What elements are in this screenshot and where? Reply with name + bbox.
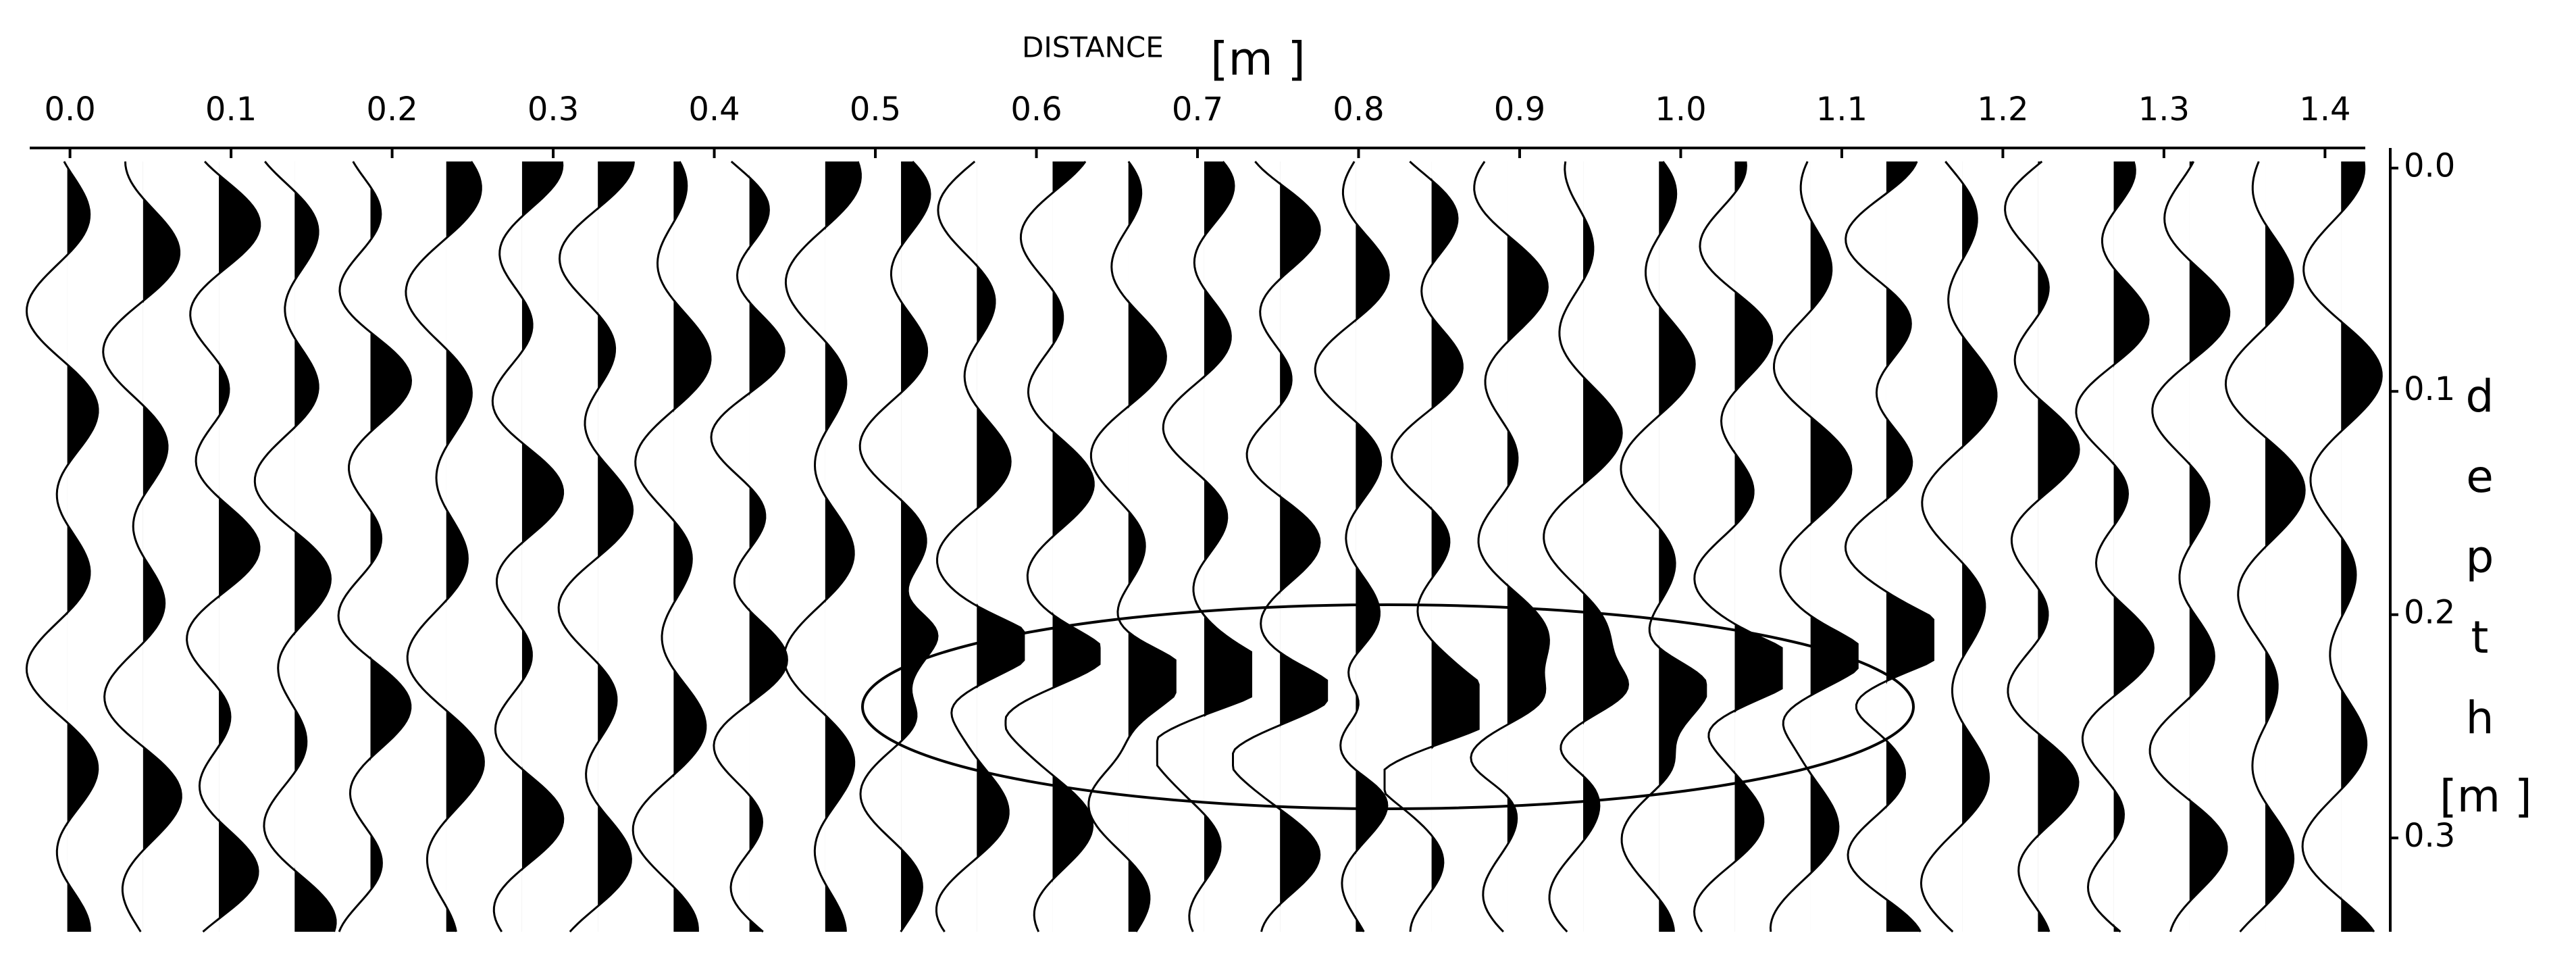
trace-line	[1232, 161, 1329, 932]
trace-line	[1543, 161, 1630, 933]
trace-fill	[67, 161, 98, 932]
highlight-ellipse	[861, 603, 1915, 810]
trace-line	[632, 161, 712, 932]
trace-line	[2224, 161, 2306, 933]
x-tick-label: 0.3	[527, 91, 579, 128]
x-axis-unit: [m ]	[1210, 33, 1306, 86]
trace-line	[858, 160, 939, 932]
trace-fill	[1583, 161, 1628, 932]
trace-fill	[1356, 161, 1389, 932]
trace-line	[253, 161, 337, 932]
x-tick-label: 1.0	[1655, 91, 1706, 128]
trace-line	[186, 160, 261, 933]
trace-line	[710, 160, 788, 933]
trace-line	[1470, 161, 1550, 933]
x-tick-label: 0.2	[366, 91, 417, 128]
trace-fill	[749, 161, 788, 932]
trace-fill	[1128, 161, 1176, 932]
trace-fill	[1734, 161, 1782, 932]
x-axis-title: DISTANCE	[1022, 31, 1164, 64]
trace-fill	[977, 161, 1024, 932]
y-tick-label: 0.3	[2404, 817, 2455, 855]
trace-fill	[598, 161, 634, 932]
trace-line	[1004, 161, 1101, 932]
trace-line	[1156, 161, 1252, 932]
trace-line	[1314, 161, 1390, 932]
trace-line	[1693, 161, 1783, 932]
x-tick-label: 1.4	[2299, 91, 2350, 128]
trace-line	[1383, 160, 1480, 932]
x-tick-label: 0.4	[688, 91, 740, 128]
trace-fill	[673, 161, 711, 932]
trace-fill	[1962, 161, 1997, 932]
x-tick-label: 0.7	[1172, 91, 1223, 128]
trace-fill	[1204, 161, 1252, 932]
trace-line	[2075, 161, 2155, 933]
x-tick-label: 0.5	[850, 91, 901, 128]
trace-fill	[143, 161, 182, 932]
x-tick-label: 1.2	[1977, 91, 2028, 128]
trace-line	[935, 160, 1025, 932]
x-tick-label: 0.9	[1494, 91, 1545, 128]
y-axis-unit: [m ]	[2440, 770, 2532, 822]
trace-fill	[1810, 161, 1858, 932]
trace-fill	[521, 161, 563, 932]
trace-line	[2004, 160, 2080, 932]
trace-fill	[1052, 161, 1100, 932]
y-tick-label: 0.0	[2404, 147, 2455, 185]
trace-line	[1087, 161, 1177, 932]
y-tick-label: 0.2	[2404, 594, 2455, 632]
trace-fill	[2265, 161, 2305, 932]
x-tick-label: 0.8	[1333, 91, 1384, 128]
trace-fill	[219, 161, 260, 932]
x-tick-label: 1.3	[2138, 91, 2190, 128]
trace-fill	[2113, 161, 2154, 932]
x-tick-label: 0.1	[205, 91, 257, 128]
trace-line	[1920, 161, 1998, 933]
trace-fill	[2038, 161, 2080, 932]
trace-fill	[1659, 161, 1706, 932]
y-tick-label: 0.1	[2404, 370, 2455, 408]
trace-line	[1844, 161, 1934, 932]
trace-fill	[1507, 161, 1549, 932]
trace-fill	[1280, 161, 1327, 932]
trace-fill	[2341, 161, 2382, 932]
x-tick-label: 0.6	[1010, 91, 1062, 128]
trace-fill	[901, 161, 937, 932]
trace-line	[2301, 161, 2383, 932]
traces	[25, 160, 2383, 933]
trace-line	[337, 161, 413, 932]
trace-line	[783, 161, 862, 932]
x-tick-label: 1.1	[1816, 91, 1867, 128]
trace-line	[25, 161, 99, 932]
trace-line	[1769, 161, 1859, 932]
trace-fill	[825, 161, 861, 932]
trace-fill	[1431, 161, 1479, 932]
trace-fill	[1886, 161, 1934, 932]
y-axis-title: depth	[2454, 370, 2506, 772]
trace-line	[102, 161, 182, 932]
trace-fill	[294, 161, 336, 932]
trace-line	[1620, 161, 1707, 932]
trace-line	[557, 161, 635, 933]
x-tick-label: 0.0	[44, 91, 95, 128]
trace-line	[405, 161, 485, 932]
trace-line	[491, 161, 565, 932]
trace-line	[2148, 161, 2231, 932]
trace-fill	[370, 161, 411, 932]
